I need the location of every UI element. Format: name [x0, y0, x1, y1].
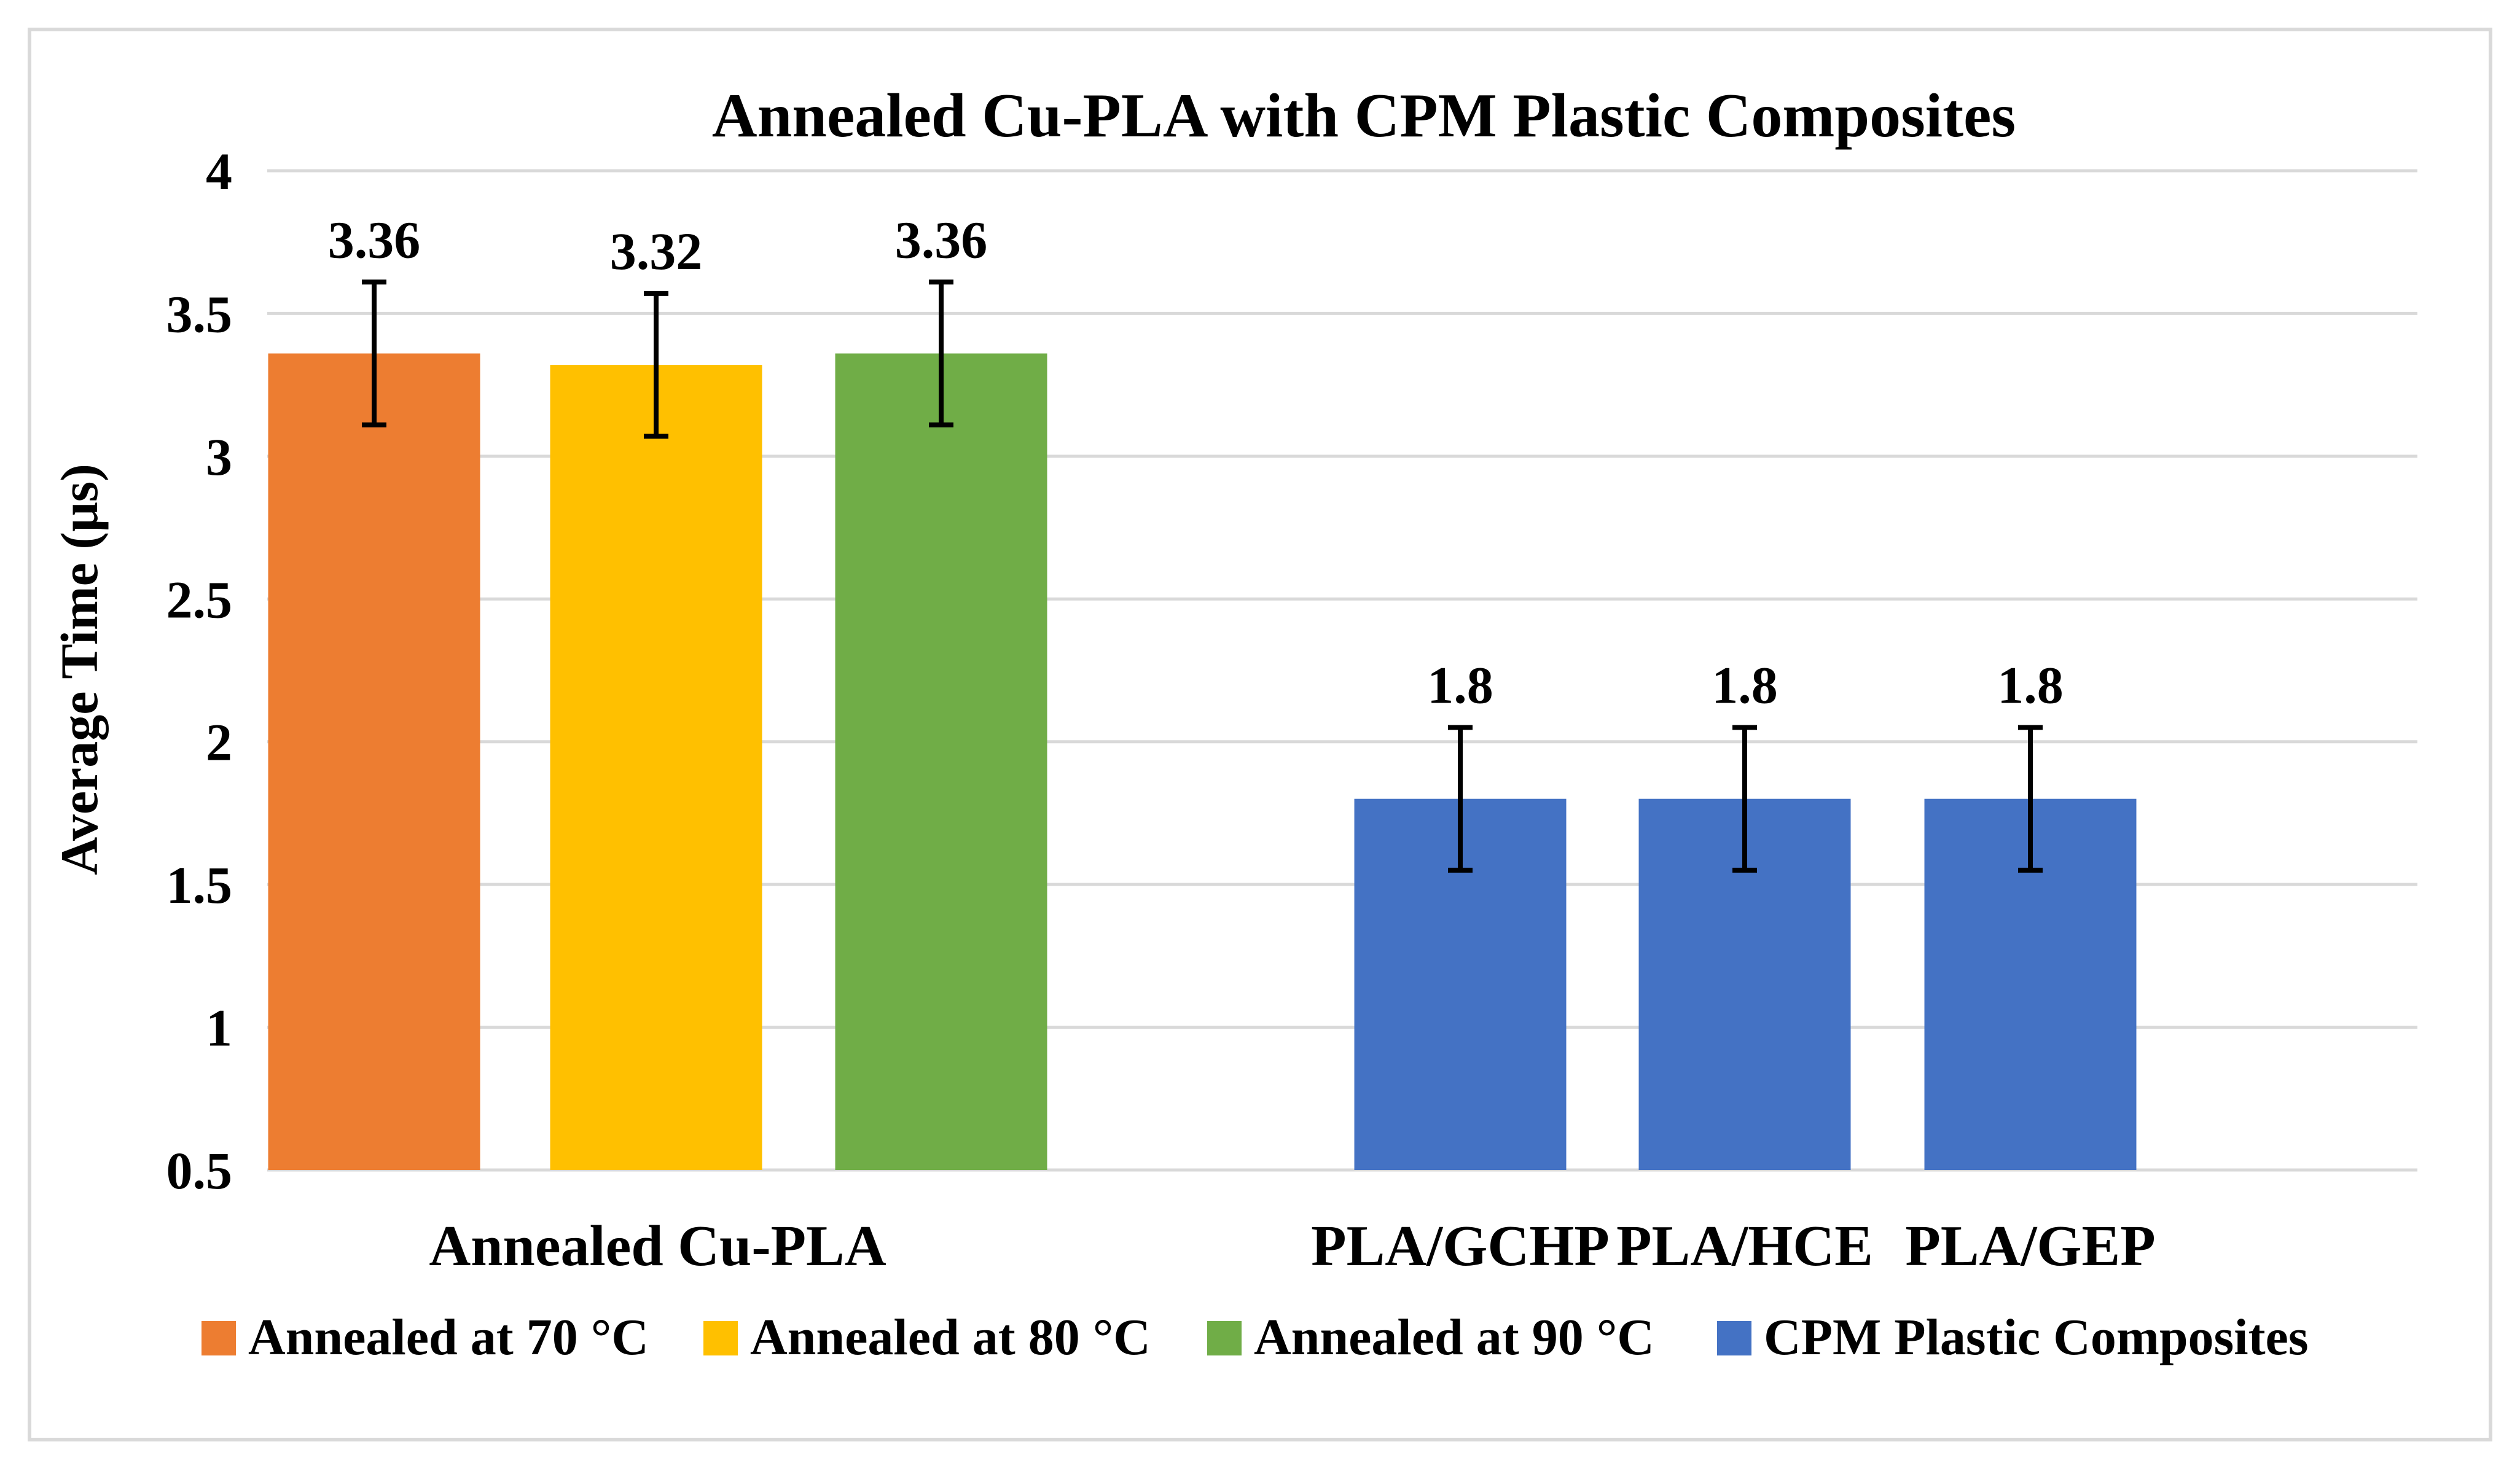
data-label: 3.36: [328, 210, 421, 269]
data-label: 1.8: [1427, 655, 1493, 714]
legend-swatch: [703, 1321, 738, 1355]
x-group-label: Annealed Cu-PLA: [429, 1214, 886, 1278]
data-label: 1.8: [1997, 655, 2064, 714]
y-tick-label: 3: [206, 427, 232, 486]
chart-title: Annealed Cu-PLA with CPM Plastic Composi…: [712, 81, 2016, 150]
bar: [268, 353, 480, 1170]
bars: 3.36 3.32 3.36 1.8 1.8 1.8: [268, 210, 2137, 1171]
legend-label: Annealed at 80 °C: [750, 1309, 1151, 1366]
legend-label: Annealed at 70 °C: [248, 1309, 649, 1366]
y-axis-label: Average Time (μs): [50, 464, 109, 875]
y-tick-label: 4: [206, 142, 232, 201]
legend-swatch: [1207, 1321, 1242, 1355]
bar: [550, 365, 762, 1171]
y-tick-label: 2.5: [166, 570, 233, 629]
y-axis-ticks: 0.5 1 1.5 2 2.5 3 3.5 4: [166, 142, 233, 1200]
x-category-label: PLA/GEP: [1905, 1214, 2155, 1278]
legend-swatch: [202, 1321, 236, 1355]
y-tick-label: 0.5: [166, 1141, 233, 1200]
data-label: 3.36: [895, 210, 988, 269]
data-label: 1.8: [1712, 655, 1778, 714]
x-axis-categories: Annealed Cu-PLA PLA/GCHP PLA/HCE PLA/GEP: [429, 1214, 2155, 1278]
y-tick-label: 2: [206, 713, 232, 772]
bar: [835, 353, 1047, 1170]
legend-swatch: [1717, 1321, 1751, 1355]
x-category-label: PLA/HCE: [1616, 1214, 1873, 1278]
y-tick-label: 1: [206, 999, 232, 1058]
legend-label: CPM Plastic Composites: [1764, 1309, 2309, 1366]
y-tick-label: 1.5: [166, 856, 233, 914]
legend: Annealed at 70 °C Annealed at 80 °C Anneal…: [202, 1309, 2309, 1366]
data-label: 3.32: [610, 222, 703, 281]
x-category-label: PLA/GCHP: [1311, 1214, 1610, 1278]
y-tick-label: 3.5: [166, 284, 233, 343]
legend-label: Annealed at 90 °C: [1254, 1309, 1654, 1366]
